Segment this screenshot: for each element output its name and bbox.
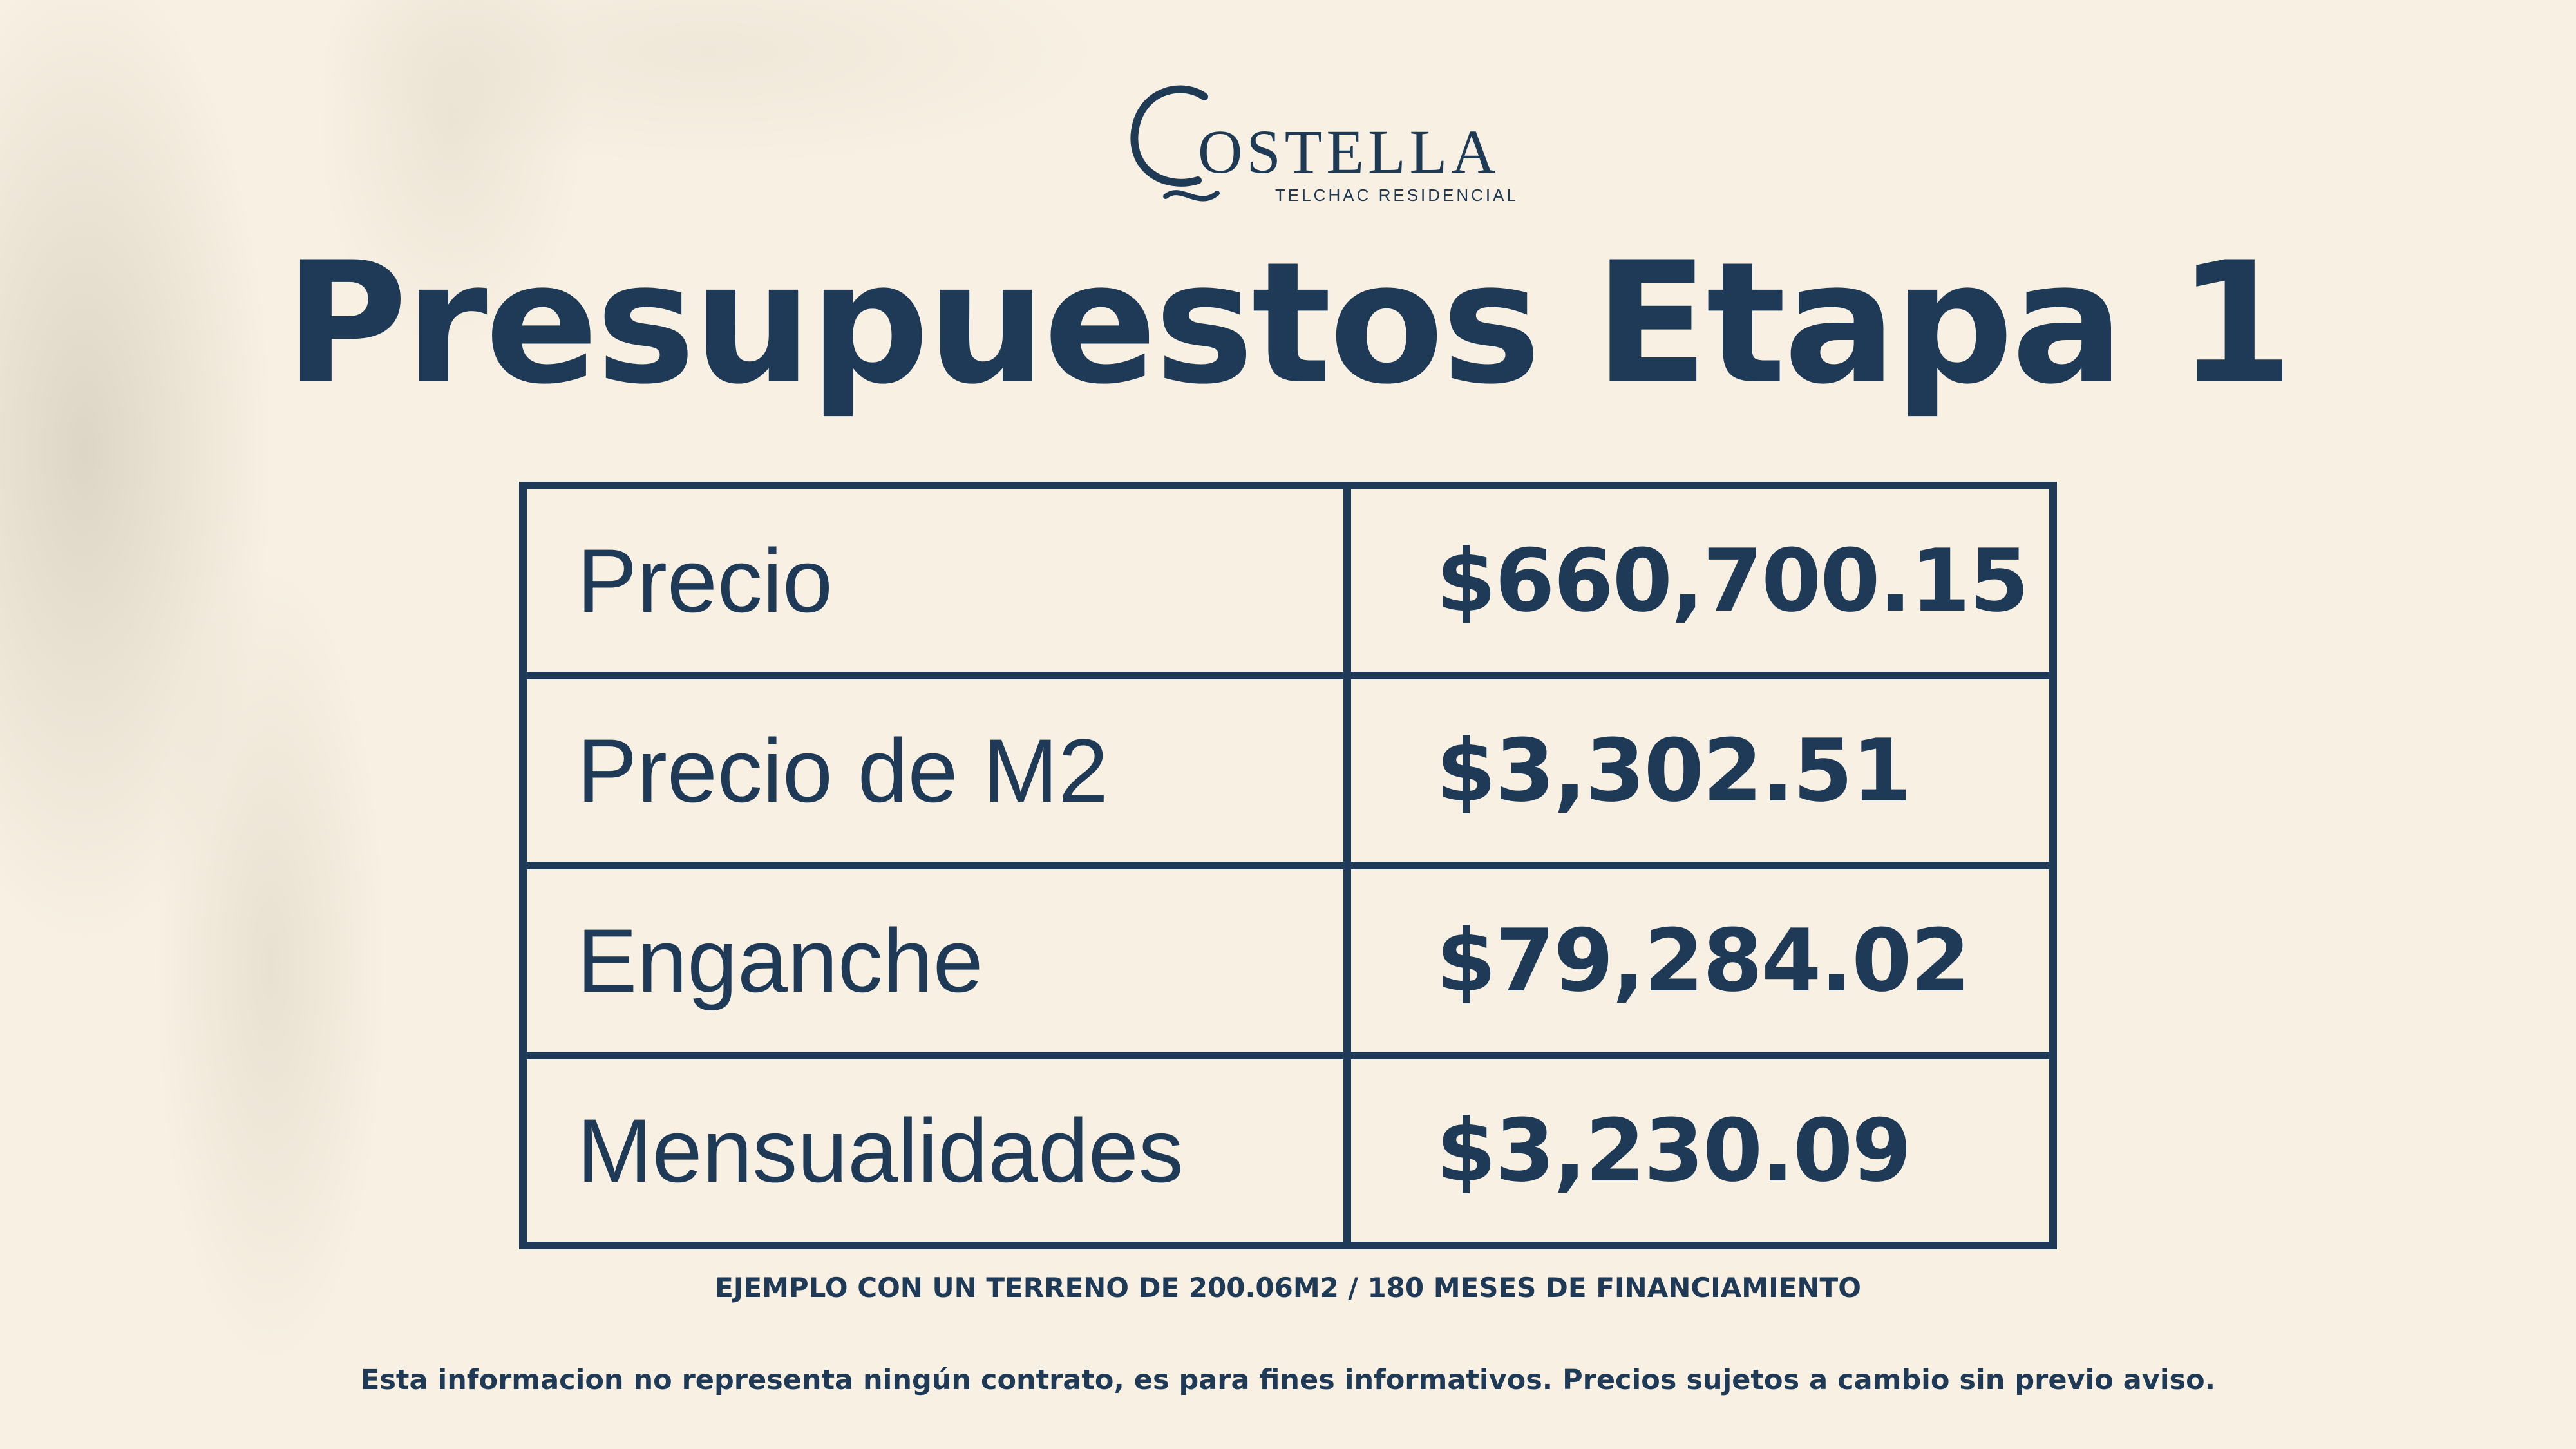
row-label-precio: Precio (519, 482, 1351, 679)
logo-c-wave-icon (1130, 85, 1220, 202)
table-row: Mensualidades $3,230.09 (519, 1052, 2057, 1249)
row-value-precio-m2: $3,302.51 (1343, 672, 2057, 869)
budget-table: Precio $660,700.15 Precio de M2 $3,302.5… (519, 482, 2057, 1249)
costella-logo: OSTELLA TELCHAC RESIDENCIAL (1121, 77, 1516, 206)
table-row: Precio $660,700.15 (519, 482, 2057, 679)
row-value-enganche: $79,284.02 (1343, 862, 2057, 1059)
page-title: Presupuestos Etapa 1 (285, 227, 2294, 421)
disclaimer-text: Esta informacion no representa ningún co… (360, 1364, 2216, 1396)
table-row: Enganche $79,284.02 (519, 862, 2057, 1059)
table-row: Precio de M2 $3,302.51 (519, 672, 2057, 869)
logo-wordmark: OSTELLA (1198, 117, 1500, 186)
example-note: EJEMPLO CON UN TERRENO DE 200.06M2 / 180… (715, 1272, 1861, 1303)
row-label-precio-m2: Precio de M2 (519, 672, 1351, 869)
row-value-precio: $660,700.15 (1343, 482, 2057, 679)
row-value-mensualidades: $3,230.09 (1343, 1052, 2057, 1249)
logo-subtitle: TELCHAC RESIDENCIAL (1275, 185, 1519, 205)
row-label-enganche: Enganche (519, 862, 1351, 1059)
row-label-mensualidades: Mensualidades (519, 1052, 1351, 1249)
